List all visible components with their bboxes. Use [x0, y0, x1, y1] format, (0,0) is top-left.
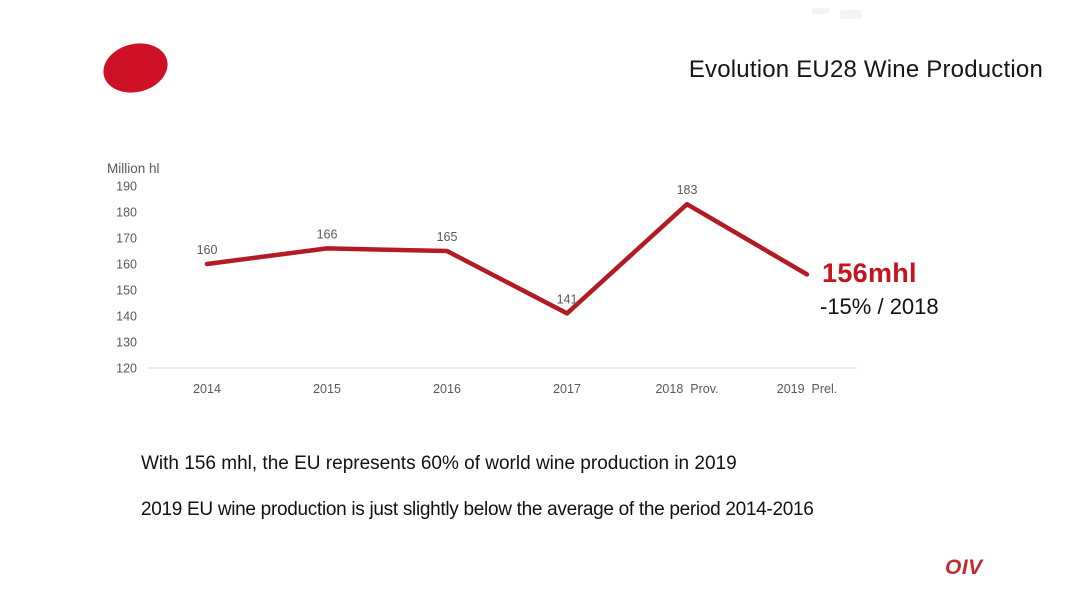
oiv-logo: OIV — [945, 556, 983, 579]
x-tick-label: 2015 — [313, 382, 341, 396]
x-tick-label: 2019 Prel. — [777, 382, 837, 396]
wine-production-chart: Million hl 190 180 170 160 150 140 130 120 160 166… — [100, 155, 890, 410]
y-tick-label: 120 — [116, 362, 137, 376]
line-chart-svg: Million hl 190 180 170 160 150 140 130 120 160 166… — [107, 161, 857, 396]
x-tick-label: 2018 Prov. — [655, 382, 718, 396]
y-tick-label: 180 — [116, 206, 137, 220]
x-tick-label: 2014 — [193, 382, 221, 396]
y-tick-label: 140 — [116, 310, 137, 324]
change-vs-2018-annotation: -15% / 2018 — [820, 294, 939, 319]
data-point-label: 183 — [677, 183, 698, 197]
x-tick-label: 2016 — [433, 382, 461, 396]
slide-title: Evolution EU28 Wine Production — [688, 56, 1043, 83]
red-oval-logo — [98, 36, 173, 100]
data-point-label: 141 — [557, 292, 578, 306]
note-world-share: With 156 mhl, the EU represents 60% of w… — [141, 453, 737, 474]
y-tick-label: 150 — [116, 284, 137, 298]
faint-watermark-mark — [812, 8, 830, 14]
faint-watermark-mark — [840, 10, 862, 19]
x-tick-label: 2017 — [553, 382, 581, 396]
note-period-average: 2019 EU wine production is just slightly… — [141, 499, 814, 520]
production-line-series — [204, 201, 810, 316]
data-point-label: 166 — [317, 227, 338, 241]
data-point-label: 165 — [437, 230, 458, 244]
y-tick-label: 160 — [116, 258, 137, 272]
y-axis-title: Million hl — [107, 161, 160, 176]
y-tick-label: 190 — [116, 180, 137, 194]
data-point-label: 160 — [197, 243, 218, 257]
latest-value-annotation: 156mhl — [822, 258, 917, 288]
y-tick-label: 130 — [116, 336, 137, 350]
y-tick-label: 170 — [116, 232, 137, 246]
